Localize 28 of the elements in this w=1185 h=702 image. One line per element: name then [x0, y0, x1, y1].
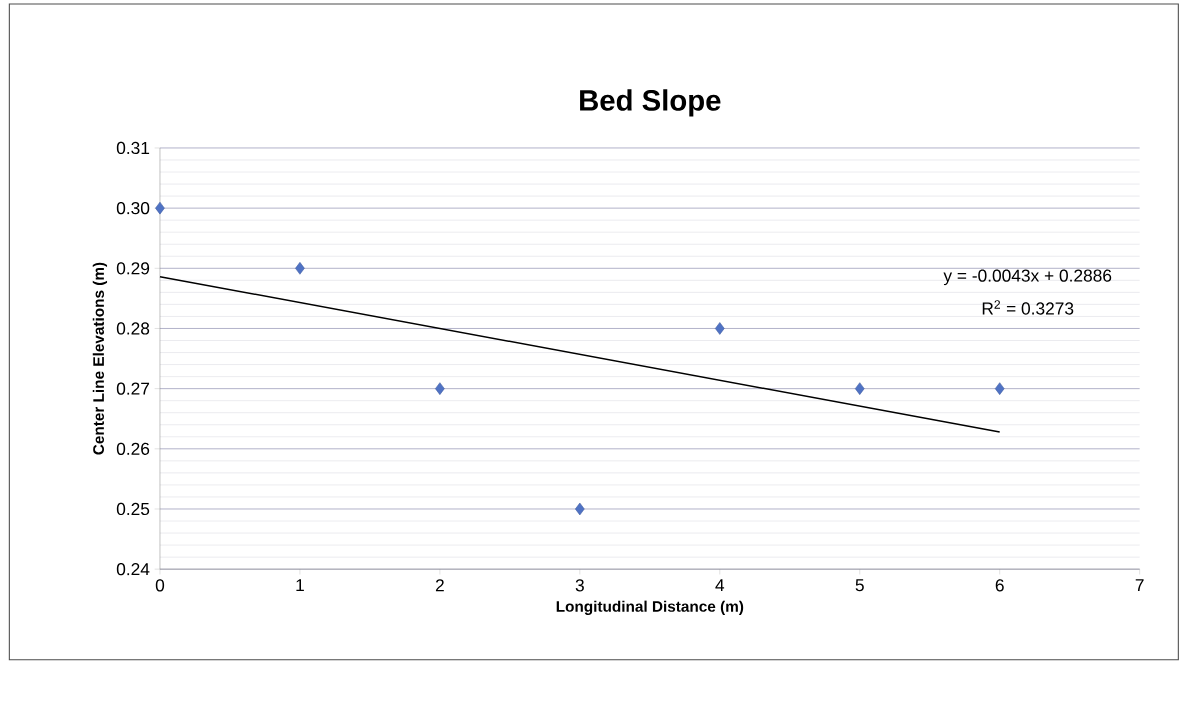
point [715, 321, 725, 335]
x-tick-label: 2 [435, 578, 444, 592]
y-tick-label: 0.28 [116, 322, 150, 335]
y-tick-label: 0.25 [116, 502, 150, 515]
y-tick-label: 0.24 [116, 562, 150, 576]
y-tick-label: 0.31 [116, 141, 150, 154]
y-tick-label: 0.30 [116, 201, 150, 215]
y-axis-title: Center Line Elevations (m) [92, 262, 108, 455]
point [295, 261, 305, 275]
annotation: y = -0.0043x + 0.2886 [943, 269, 1112, 285]
y-tick-label: 0.27 [116, 382, 150, 395]
point [435, 382, 445, 395]
annotation: R$^{2}$ = 0.3273 [982, 299, 1074, 315]
x-tick-label: 4 [715, 578, 725, 591]
y-tick-label: 0.29 [116, 261, 150, 275]
point [575, 502, 585, 516]
x-tick-label: 7 [1135, 578, 1144, 591]
point [994, 382, 1005, 395]
x-tick-label: 1 [296, 578, 304, 591]
point [854, 382, 865, 395]
x-tick-label: 3 [575, 578, 584, 592]
x-tick-label: 6 [995, 578, 1004, 592]
chart-title: Bed Slope [580, 89, 721, 117]
point [155, 201, 165, 215]
x-tick-label: 0 [155, 578, 165, 592]
x-axis-title: Longitudinal Distance (m) [556, 600, 744, 615]
x-tick-label: 5 [855, 578, 864, 592]
y-tick-label: 0.26 [116, 442, 150, 455]
